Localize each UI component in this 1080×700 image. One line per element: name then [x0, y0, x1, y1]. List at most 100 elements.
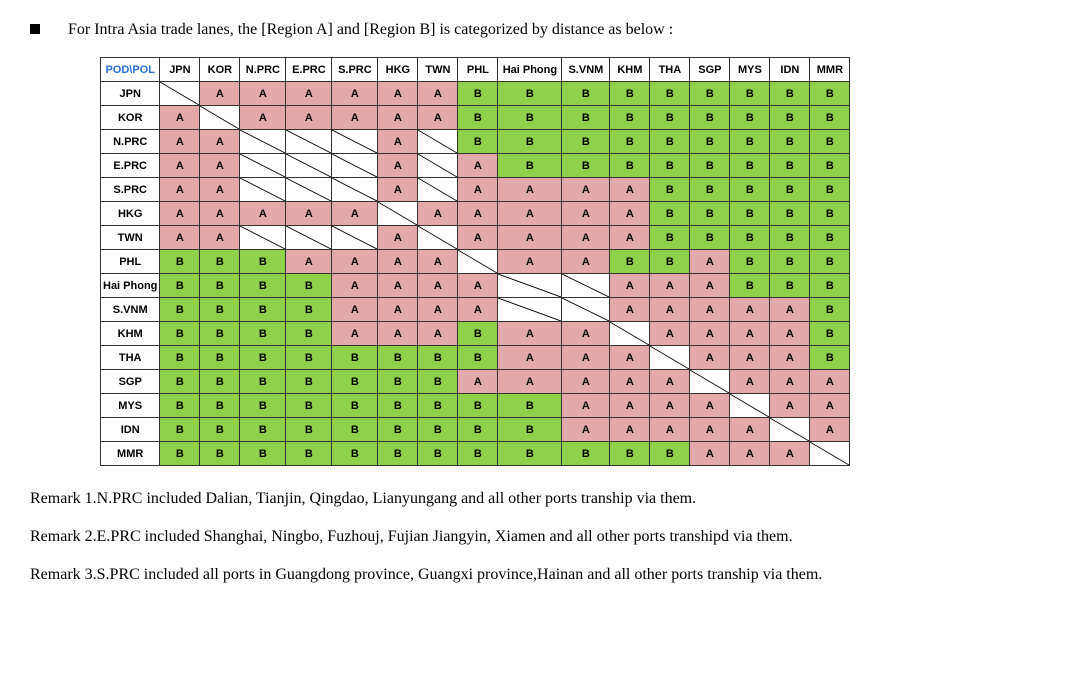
matrix-cell: A — [770, 298, 810, 322]
matrix-cell: B — [160, 394, 200, 418]
matrix-cell: B — [378, 394, 418, 418]
matrix-cell: B — [610, 154, 650, 178]
matrix-cell: B — [160, 370, 200, 394]
matrix-cell: A — [562, 202, 610, 226]
matrix-cell — [240, 226, 286, 250]
matrix-cell: B — [240, 442, 286, 466]
matrix-cell: B — [418, 442, 458, 466]
matrix-cell: A — [332, 202, 378, 226]
matrix-cell: B — [160, 418, 200, 442]
matrix-cell: B — [240, 394, 286, 418]
row-header: MMR — [101, 442, 160, 466]
matrix-header-row: POD\POL JPNKORN.PRCE.PRCS.PRCHKGTWNPHLHa… — [101, 58, 850, 82]
matrix-cell: B — [160, 442, 200, 466]
matrix-cell: A — [332, 298, 378, 322]
matrix-cell: B — [458, 418, 498, 442]
matrix-cell: A — [332, 106, 378, 130]
remark-1: Remark 1.N.PRC included Dalian, Tianjin,… — [30, 490, 1050, 508]
matrix-cell: A — [610, 370, 650, 394]
matrix-cell: B — [378, 370, 418, 394]
matrix-cell: A — [730, 346, 770, 370]
matrix-cell — [240, 154, 286, 178]
col-header: MMR — [810, 58, 850, 82]
matrix-cell: B — [650, 178, 690, 202]
matrix-cell — [160, 82, 200, 106]
row-header: KHM — [101, 322, 160, 346]
matrix-cell: A — [650, 274, 690, 298]
matrix-cell: B — [562, 130, 610, 154]
matrix-cell — [200, 106, 240, 130]
col-header: Hai Phong — [498, 58, 562, 82]
matrix-cell: B — [730, 178, 770, 202]
matrix-cell: B — [650, 154, 690, 178]
matrix-cell: B — [200, 250, 240, 274]
matrix-cell: A — [650, 418, 690, 442]
matrix-cell: B — [562, 154, 610, 178]
matrix-cell: A — [378, 226, 418, 250]
matrix-cell: B — [240, 418, 286, 442]
row-header: Hai Phong — [101, 274, 160, 298]
matrix-cell: A — [730, 442, 770, 466]
col-header: TWN — [418, 58, 458, 82]
matrix-cell: A — [610, 178, 650, 202]
col-header: N.PRC — [240, 58, 286, 82]
matrix-cell: A — [650, 394, 690, 418]
matrix-cell — [690, 370, 730, 394]
matrix-cell: A — [610, 226, 650, 250]
matrix-cell: A — [200, 82, 240, 106]
matrix-head: POD\POL JPNKORN.PRCE.PRCS.PRCHKGTWNPHLHa… — [101, 58, 850, 82]
matrix-cell: B — [730, 106, 770, 130]
matrix-cell: A — [610, 274, 650, 298]
matrix-cell — [562, 298, 610, 322]
matrix-cell: A — [332, 274, 378, 298]
row-header: MYS — [101, 394, 160, 418]
matrix-cell — [286, 154, 332, 178]
matrix-cell: A — [286, 82, 332, 106]
matrix-cell: B — [378, 346, 418, 370]
matrix-cell: A — [332, 250, 378, 274]
region-matrix-table: POD\POL JPNKORN.PRCE.PRCS.PRCHKGTWNPHLHa… — [100, 57, 850, 466]
matrix-cell: B — [810, 346, 850, 370]
matrix-cell: B — [810, 274, 850, 298]
matrix-cell: A — [160, 178, 200, 202]
row-header: KOR — [101, 106, 160, 130]
matrix-cell: A — [730, 370, 770, 394]
matrix-cell: B — [690, 154, 730, 178]
matrix-cell: B — [810, 154, 850, 178]
matrix-cell: B — [332, 370, 378, 394]
matrix-cell: B — [730, 154, 770, 178]
matrix-cell: B — [418, 394, 458, 418]
matrix-cell: A — [610, 298, 650, 322]
matrix-cell: A — [286, 250, 332, 274]
matrix-cell: B — [650, 130, 690, 154]
matrix-cell: B — [458, 442, 498, 466]
matrix-cell: B — [332, 394, 378, 418]
matrix-cell: A — [332, 322, 378, 346]
col-header: KOR — [200, 58, 240, 82]
matrix-cell: A — [418, 250, 458, 274]
remarks-block: Remark 1.N.PRC included Dalian, Tianjin,… — [30, 490, 1050, 584]
matrix-cell: B — [200, 370, 240, 394]
matrix-cell: B — [690, 226, 730, 250]
matrix-cell: A — [240, 82, 286, 106]
matrix-cell: B — [610, 82, 650, 106]
matrix-cell: A — [160, 202, 200, 226]
matrix-cell: B — [458, 346, 498, 370]
row-header: S.PRC — [101, 178, 160, 202]
matrix-cell: A — [286, 106, 332, 130]
matrix-cell: B — [810, 82, 850, 106]
row-header: HKG — [101, 202, 160, 226]
matrix-cell — [378, 202, 418, 226]
col-header: SGP — [690, 58, 730, 82]
row-header: S.VNM — [101, 298, 160, 322]
row-header: SGP — [101, 370, 160, 394]
matrix-cell: A — [498, 202, 562, 226]
matrix-cell: B — [770, 106, 810, 130]
matrix-cell — [730, 394, 770, 418]
matrix-cell: B — [730, 274, 770, 298]
matrix-cell: B — [240, 322, 286, 346]
matrix-cell: B — [458, 106, 498, 130]
matrix-cell: A — [730, 322, 770, 346]
matrix-cell: A — [160, 154, 200, 178]
matrix-cell: B — [770, 130, 810, 154]
